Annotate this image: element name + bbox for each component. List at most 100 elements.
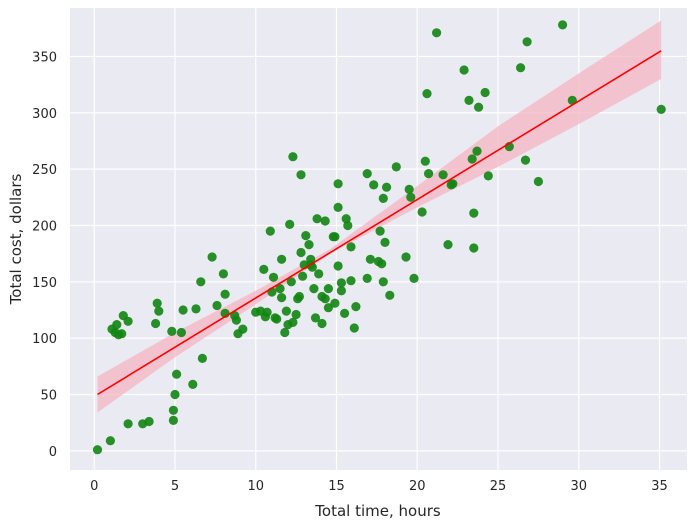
data-point xyxy=(443,240,453,250)
data-point xyxy=(330,232,340,242)
data-point xyxy=(220,289,230,299)
data-point xyxy=(231,315,241,325)
data-point xyxy=(382,182,392,192)
y-tick-label: 250 xyxy=(32,163,57,178)
data-point xyxy=(268,272,279,282)
data-point xyxy=(333,261,343,271)
data-point xyxy=(92,445,103,455)
data-point xyxy=(343,220,353,231)
data-point xyxy=(314,269,324,279)
data-point xyxy=(301,231,311,241)
y-tick-label: 300 xyxy=(32,107,57,122)
data-point xyxy=(424,169,434,179)
data-point xyxy=(377,259,387,269)
data-point xyxy=(265,226,275,236)
x-tick-label: 5 xyxy=(171,479,179,494)
data-point xyxy=(291,309,301,320)
data-point xyxy=(483,171,493,181)
data-point xyxy=(262,307,272,317)
data-point xyxy=(362,169,372,179)
data-point xyxy=(280,327,290,338)
regression-line xyxy=(97,50,662,396)
data-point xyxy=(196,277,206,287)
data-point xyxy=(306,254,316,264)
data-point xyxy=(323,284,333,294)
data-point xyxy=(298,271,308,281)
data-point xyxy=(288,152,298,162)
data-point xyxy=(168,415,178,425)
y-tick-label: 0 xyxy=(49,445,57,460)
data-point xyxy=(176,327,186,338)
x-tick-labels: 0 5 10 15 20 25 30 35 xyxy=(90,479,668,494)
data-point xyxy=(336,278,346,288)
data-point xyxy=(212,300,222,311)
data-point xyxy=(516,63,526,73)
data-point xyxy=(207,252,217,262)
data-point xyxy=(420,156,430,166)
x-tick-label: 25 xyxy=(490,479,507,494)
data-point xyxy=(170,389,180,400)
data-point xyxy=(238,324,248,334)
x-axis-label: Total time, hours xyxy=(314,502,441,520)
data-point xyxy=(349,323,359,333)
data-point xyxy=(320,294,330,304)
data-point xyxy=(380,237,390,247)
x-tick-label: 20 xyxy=(409,479,426,494)
data-point xyxy=(409,273,419,283)
data-point xyxy=(469,208,479,218)
y-tick-label: 50 xyxy=(40,389,57,404)
data-point xyxy=(154,306,164,316)
data-point xyxy=(474,102,484,112)
data-point xyxy=(333,202,343,212)
y-tick-label: 100 xyxy=(32,332,57,347)
grid-lines xyxy=(70,8,687,470)
data-point xyxy=(520,155,531,165)
data-point xyxy=(288,317,298,327)
data-point xyxy=(151,318,161,329)
data-point xyxy=(178,305,188,315)
x-tick-label: 15 xyxy=(328,479,345,494)
data-point xyxy=(438,170,448,180)
data-point xyxy=(391,162,401,172)
data-point xyxy=(191,304,201,314)
data-point xyxy=(378,277,388,287)
data-point xyxy=(312,214,322,224)
data-point xyxy=(378,193,388,203)
data-point xyxy=(340,308,350,318)
data-point xyxy=(272,314,282,324)
data-point xyxy=(112,320,122,330)
data-point xyxy=(144,416,154,427)
data-point xyxy=(172,369,182,379)
data-point xyxy=(533,176,544,187)
data-point xyxy=(333,179,343,189)
data-point xyxy=(168,405,178,415)
x-tick-label: 30 xyxy=(571,479,588,494)
data-point xyxy=(277,254,287,264)
data-point xyxy=(422,89,432,99)
data-point xyxy=(467,154,477,164)
data-point xyxy=(285,219,295,229)
data-point xyxy=(480,87,490,98)
data-point xyxy=(369,180,379,190)
data-point xyxy=(346,276,356,286)
x-tick-label: 10 xyxy=(247,479,264,494)
data-point xyxy=(188,379,198,389)
data-point xyxy=(323,303,333,313)
data-point xyxy=(294,291,304,302)
data-point xyxy=(218,269,228,279)
y-tick-labels: 0 50 100 150 200 250 300 350 xyxy=(32,50,57,459)
data-point xyxy=(448,179,458,189)
data-point xyxy=(152,298,162,308)
x-tick-label: 35 xyxy=(651,479,668,494)
data-point xyxy=(320,216,330,226)
data-point xyxy=(167,326,177,336)
data-point xyxy=(296,170,306,180)
data-point xyxy=(296,247,306,258)
data-point xyxy=(197,353,207,363)
data-point xyxy=(105,436,115,446)
y-tick-label: 150 xyxy=(32,276,57,291)
data-point xyxy=(464,95,474,105)
data-point xyxy=(281,306,291,316)
data-point xyxy=(469,243,479,253)
